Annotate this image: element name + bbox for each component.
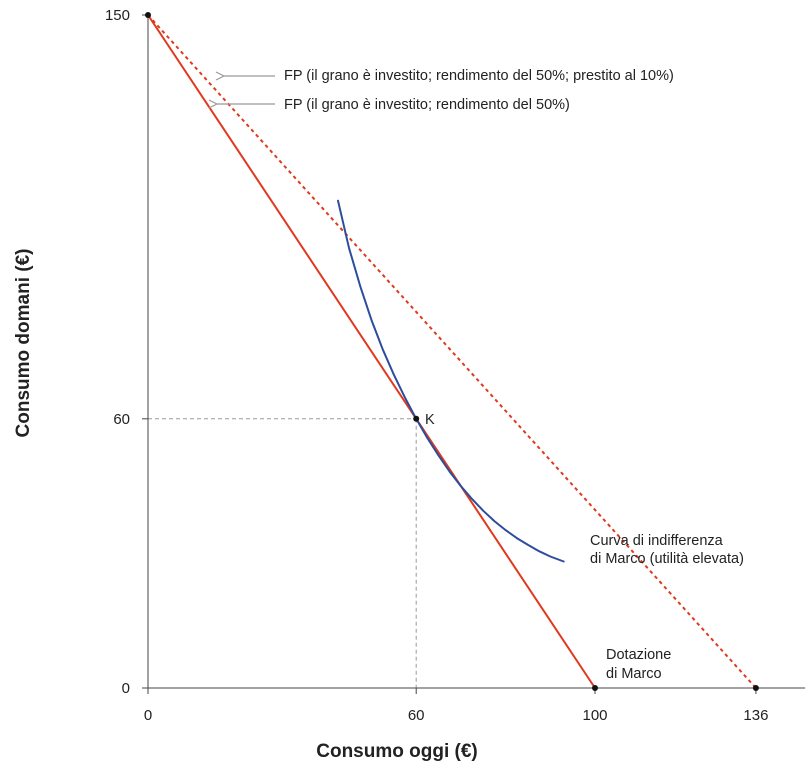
y-axis-title: Consumo domani (€) bbox=[13, 249, 34, 438]
y-tick-label-0: 0 bbox=[122, 680, 130, 697]
data-point-0 bbox=[145, 12, 151, 18]
data-point-2 bbox=[592, 685, 598, 691]
axes bbox=[142, 14, 806, 694]
tick-labels: 0 60 100 136 0 60 150 bbox=[105, 7, 768, 724]
series-line-fp bbox=[147, 14, 596, 689]
y-tick-label-1: 60 bbox=[113, 411, 130, 428]
annotation-fp-loan: FP (il grano è investito; rendimento del… bbox=[284, 68, 674, 84]
data-point-3 bbox=[752, 685, 759, 691]
annotation-endowment-line1: Dotazione bbox=[606, 647, 671, 663]
x-axis-title: Consumo oggi (€) bbox=[316, 741, 477, 762]
data-points bbox=[145, 12, 759, 691]
point-label-k: K bbox=[425, 412, 435, 428]
guide-lines bbox=[148, 418, 417, 688]
data-point-1 bbox=[413, 415, 420, 422]
x-tick-label-3: 136 bbox=[743, 707, 768, 724]
annotations: FP (il grano è investito; rendimento del… bbox=[217, 68, 744, 682]
x-tick-label-2: 100 bbox=[582, 707, 607, 724]
series-line-indifference bbox=[337, 199, 565, 563]
annotation-indifference-line2: di Marco (utilità elevata) bbox=[590, 551, 744, 567]
annotation-fp: FP (il grano è investito; rendimento del… bbox=[284, 97, 570, 113]
x-tick-label-1: 60 bbox=[408, 707, 425, 724]
annotation-indifference-line1: Curva di indifferenza bbox=[590, 533, 724, 549]
series-line-fp-loan bbox=[147, 14, 757, 689]
x-tick-label-0: 0 bbox=[144, 707, 152, 724]
y-tick-label-2: 150 bbox=[105, 7, 130, 24]
annotation-endowment-line2: di Marco bbox=[606, 666, 662, 682]
series-lines bbox=[147, 14, 757, 689]
